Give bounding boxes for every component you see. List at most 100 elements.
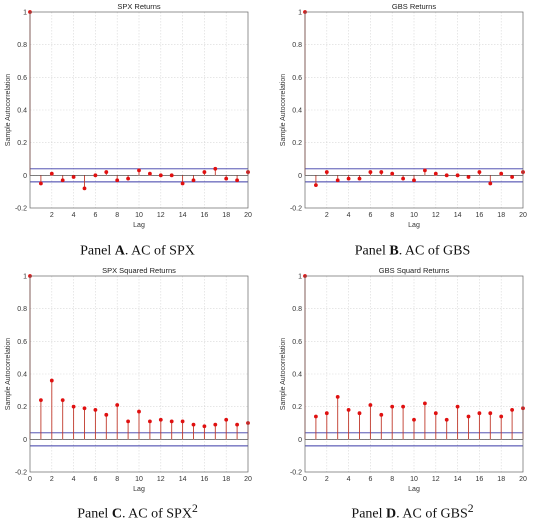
y-tick-label: 0.4 [292,108,302,115]
y-tick-label: 0.4 [292,372,302,379]
caption-suffix: . AC of SPX [124,243,195,259]
y-tick-label: -0.2 [15,206,27,213]
panel-d: 0 2 4 6 8 10 12 14 16 18 20 -0.2 0 0.2 0.4 0.6 0.8 1 GBS S… [275,264,550,527]
stem-marker [60,178,65,183]
y-tick-label: 0.2 [17,140,27,147]
caption-a: Panel A. AC of SPX [0,239,275,260]
y-tick-label: 0.6 [292,339,302,346]
x-tick-label: 14 [454,212,462,219]
panel-c: 0 2 4 6 8 10 12 14 16 18 20 -0.2 0 0.2 0.4 0.6 0.8 1 SPX S… [0,264,275,527]
stem-marker [104,170,109,174]
x-tick-label: 12 [432,212,440,219]
x-tick-label: 16 [476,212,484,219]
x-tick-label: 2 [325,212,329,219]
stem-marker [433,411,438,416]
y-tick-label: 1 [23,274,27,281]
stem-marker [191,178,196,183]
x-tick-label: 14 [179,212,187,219]
caption-suffix: . AC of SPX [121,506,192,522]
stem-marker [191,422,196,427]
y-tick-label: -0.2 [290,206,302,213]
x-tick-label: 8 [115,212,119,219]
caption-prefix: Panel [77,506,112,522]
y-tick-label: -0.2 [15,470,27,477]
y-tick-label: 0.8 [17,42,27,49]
stem-marker [346,176,351,181]
x-axis-label: Lag [408,222,420,229]
stem-marker [93,173,98,178]
y-axis-label: Sample Autocorrelation [5,338,12,410]
x-tick-label: 6 [93,212,97,219]
x-tick-label: 12 [157,212,165,219]
stem-marker [71,175,76,179]
stem-marker [466,175,471,179]
stem-marker [224,176,229,181]
acf-chart-b: 2 4 6 8 10 12 14 16 18 20 -0.2 0 0.2 0.4 0.6 0.8 1 GBS Re… [280,2,527,229]
caption-sup: 2 [467,502,474,515]
stem-marker [357,411,362,416]
plot-frame [304,275,524,473]
caption-b: Panel B. AC of GBS [275,239,550,260]
stem-marker [158,173,163,178]
x-axis-label: Lag [408,486,420,493]
y-tick-label: 0.8 [17,306,27,313]
stem-marker [49,171,54,176]
y-tick-label: 0.6 [292,75,302,82]
stem-marker [455,404,460,409]
stem-marker [115,403,120,407]
chart-title: SPX Squared Returns [102,266,176,275]
stem-marker [379,412,384,417]
stem-marker [180,181,185,186]
stem-marker [499,171,504,176]
stem-marker [488,181,493,186]
x-tick-label: 4 [347,212,351,219]
x-tick-label: 14 [179,476,187,483]
stem-marker [412,417,416,422]
plot-frame [29,11,249,209]
y-tick-label: 0.4 [17,372,27,379]
x-tick-label: 4 [347,476,351,483]
stem-marker [379,170,384,174]
x-tick-label: 0 [303,476,307,483]
y-tick-label: 1 [298,274,302,281]
y-tick-label: 0.8 [292,42,302,49]
x-tick-label: 10 [135,476,143,483]
caption-prefix: Panel [354,243,390,259]
x-tick-label: 20 [244,476,252,483]
y-tick-label: 1 [23,10,27,17]
stem-marker [49,378,54,383]
stem-marker [477,170,482,174]
y-tick-label: 0 [298,173,302,180]
x-tick-label: 8 [390,212,394,219]
y-tick-label: 0 [23,437,27,444]
x-tick-label: 6 [93,476,97,483]
stem-marker [390,171,395,176]
caption-prefix: Panel [351,506,387,522]
x-axis-label: Lag [133,222,145,229]
stem-marker [137,409,141,414]
stem-marker [455,173,460,178]
stem-marker [368,403,373,407]
stem-marker [314,183,318,188]
stem-marker [93,408,98,412]
stem-marker [477,411,482,416]
x-tick-label: 6 [368,476,372,483]
x-tick-label: 18 [222,212,230,219]
x-tick-label: 2 [325,476,329,483]
caption-letter: D [386,506,397,522]
x-tick-label: 10 [135,212,143,219]
stem-marker [433,171,438,176]
y-tick-label: 0 [23,173,27,180]
x-tick-label: 14 [454,476,462,483]
plot-frame [304,11,524,209]
caption-prefix: Panel [80,243,115,259]
stem-marker [148,419,152,424]
y-tick-label: 0.2 [17,404,27,411]
chart-title: GBS Squard Returns [379,266,450,275]
stem-marker [202,170,207,174]
caption-letter: C [111,506,122,522]
stem-marker [335,178,340,183]
stem-marker [169,419,174,424]
y-axis-label: Sample Autocorrelation [280,74,287,146]
stem-marker [213,422,218,427]
